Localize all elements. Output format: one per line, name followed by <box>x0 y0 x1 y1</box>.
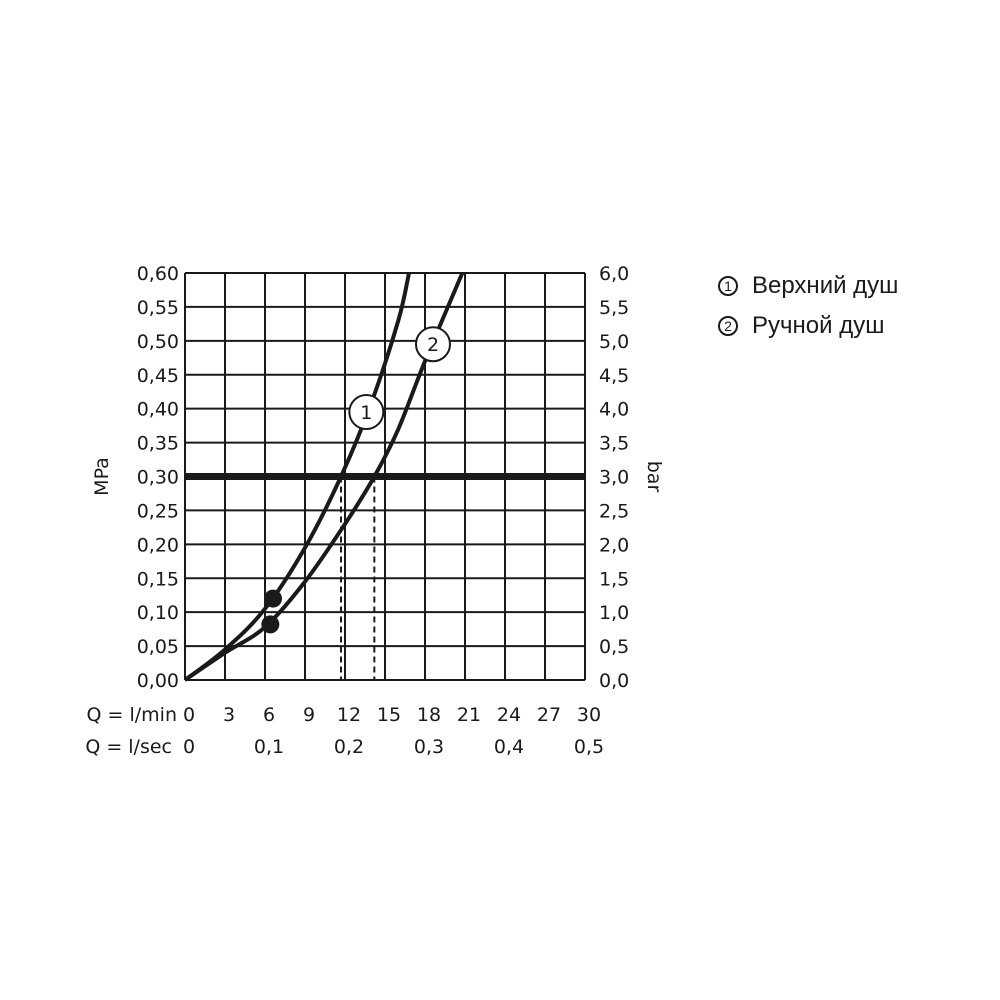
x-tick-lsec: 0 <box>183 736 195 758</box>
y-tick-right: 5,5 <box>599 297 629 319</box>
x-tick-lmin: 0 <box>183 704 195 726</box>
legend-label-2: Ручной душ <box>752 312 885 339</box>
tick-labels: 0,000,050,100,150,200,250,300,350,400,45… <box>85 263 665 758</box>
series-marker-1 <box>264 589 282 608</box>
x-tick-lmin: 30 <box>577 704 601 726</box>
y-tick-right: 3,5 <box>599 433 629 455</box>
x-tick-lsec: 0,4 <box>494 736 524 758</box>
series-label-text-2: 2 <box>427 334 439 356</box>
y-tick-right: 3,0 <box>599 467 629 489</box>
series-label-text-1: 1 <box>360 402 372 424</box>
y-tick-right: 1,5 <box>599 568 629 590</box>
y-tick-right: 0,0 <box>599 670 629 692</box>
x-axis-label-lsec: Q = l/sec <box>85 736 172 758</box>
x-tick-lsec: 0,1 <box>254 736 284 758</box>
y-tick-right: 2,0 <box>599 534 629 556</box>
x-tick-lmin: 18 <box>417 704 441 726</box>
y-tick-left: 0,60 <box>137 263 179 285</box>
series-marker-2 <box>261 615 280 634</box>
y-tick-right: 5,0 <box>599 331 629 353</box>
x-tick-lmin: 9 <box>303 704 315 726</box>
y-tick-left: 0,05 <box>137 636 179 658</box>
y-tick-left: 0,20 <box>137 534 179 556</box>
legend-item-1: 1 Верхний душ <box>718 266 898 306</box>
legend: 1 Верхний душ 2 Ручной душ <box>718 266 898 346</box>
y-tick-left: 0,45 <box>137 365 179 387</box>
x-axis-label-lmin: Q = l/min <box>87 704 177 726</box>
y-tick-right: 4,0 <box>599 399 629 421</box>
y-tick-right: 0,5 <box>599 636 629 658</box>
y-tick-left: 0,30 <box>137 467 179 489</box>
series-line-1 <box>183 272 411 682</box>
y-tick-right: 2,5 <box>599 500 629 522</box>
x-tick-lmin: 21 <box>457 704 481 726</box>
y-axis-title-left: MPa <box>91 457 113 496</box>
y-tick-left: 0,50 <box>137 331 179 353</box>
series-label-circle-2 <box>415 326 451 363</box>
y-tick-left: 0,35 <box>137 433 179 455</box>
y-tick-left: 0,10 <box>137 602 179 624</box>
y-tick-right: 6,0 <box>599 263 629 285</box>
series-line-2 <box>183 272 465 682</box>
x-tick-lsec: 0,3 <box>414 736 444 758</box>
x-tick-lmin: 12 <box>337 704 361 726</box>
y-tick-right: 1,0 <box>599 602 629 624</box>
x-tick-lmin: 24 <box>497 704 521 726</box>
legend-item-2: 2 Ручной душ <box>718 306 898 346</box>
y-tick-left: 0,00 <box>137 670 179 692</box>
x-tick-lmin: 15 <box>377 704 401 726</box>
curves: 12 <box>183 272 465 682</box>
y-axis-title-right: bar <box>643 461 665 493</box>
legend-marker-2: 2 <box>718 316 738 336</box>
x-tick-lmin: 27 <box>537 704 561 726</box>
legend-marker-1: 1 <box>718 276 738 296</box>
x-tick-lsec: 0,5 <box>574 736 604 758</box>
y-tick-left: 0,55 <box>137 297 179 319</box>
legend-label-1: Верхний душ <box>752 272 899 299</box>
y-tick-left: 0,25 <box>137 500 179 522</box>
x-tick-lmin: 3 <box>223 704 235 726</box>
y-tick-left: 0,40 <box>137 399 179 421</box>
x-tick-lmin: 6 <box>263 704 275 726</box>
x-tick-lsec: 0,2 <box>334 736 364 758</box>
y-tick-right: 4,5 <box>599 365 629 387</box>
series-label-circle-1 <box>348 394 385 431</box>
y-tick-left: 0,15 <box>137 568 179 590</box>
